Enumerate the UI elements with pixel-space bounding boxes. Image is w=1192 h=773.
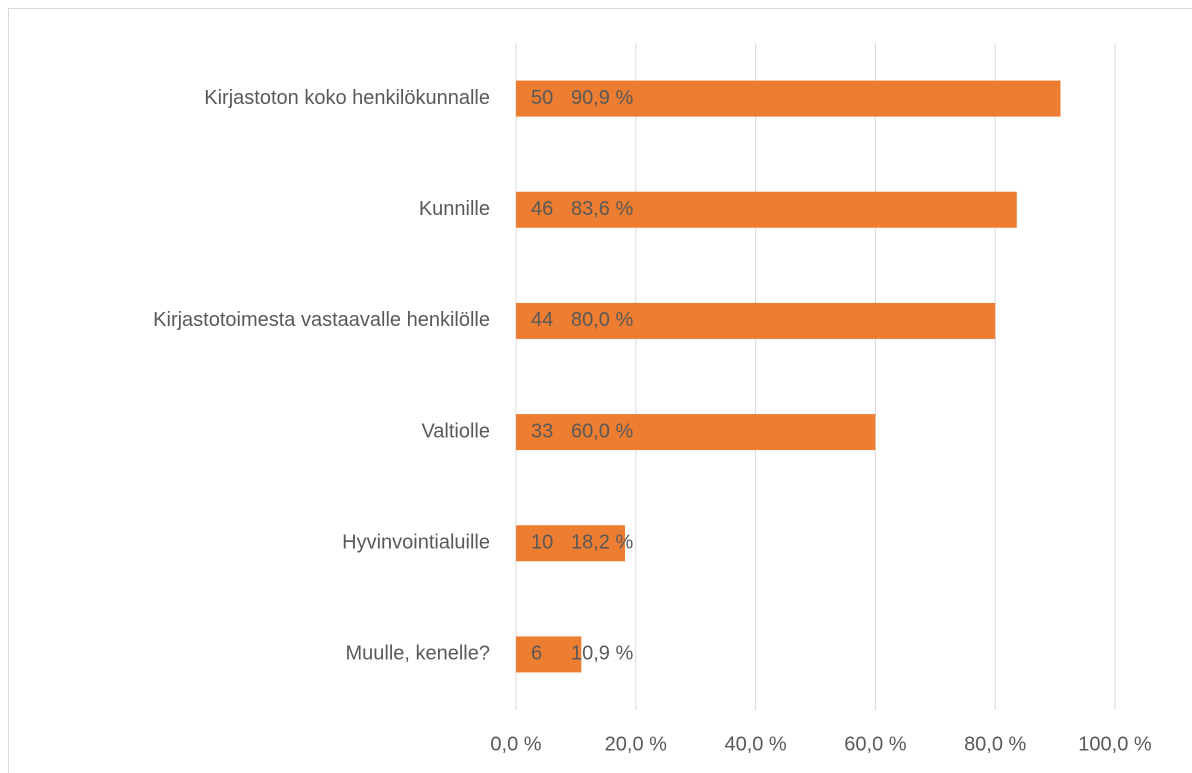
- bar: [516, 302, 996, 339]
- count-label: 6: [531, 643, 542, 665]
- value-label: 80,0 %: [571, 309, 633, 331]
- x-tick-label: 0,0 %: [490, 733, 541, 755]
- value-label: 18,2 %: [571, 532, 633, 554]
- count-label: 10: [531, 532, 553, 554]
- count-label: 46: [531, 198, 553, 220]
- x-tick-label: 60,0 %: [844, 733, 906, 755]
- bar: [516, 80, 1061, 117]
- bar: [516, 636, 582, 673]
- value-label: 10,9 %: [571, 643, 633, 665]
- x-tick-label: 40,0 %: [724, 733, 786, 755]
- value-label: 60,0 %: [571, 420, 633, 442]
- count-label: 33: [531, 420, 553, 442]
- x-tick-label: 20,0 %: [605, 733, 667, 755]
- count-label: 50: [531, 87, 553, 109]
- count-label: 44: [531, 309, 553, 331]
- bar: [516, 191, 1017, 228]
- chart-border: [8, 8, 1192, 773]
- category-label: Hyvinvointialuille: [342, 532, 490, 554]
- x-tick-label: 80,0 %: [964, 733, 1026, 755]
- x-tick-label: 100,0 %: [1078, 733, 1152, 755]
- category-label: Muulle, kenelle?: [345, 643, 490, 665]
- value-label: 90,9 %: [571, 87, 633, 109]
- category-label: Valtiolle: [421, 420, 490, 442]
- value-label: 83,6 %: [571, 198, 633, 220]
- bar: [516, 414, 876, 451]
- category-label: Kirjastoton koko henkilökunnalle: [204, 87, 490, 109]
- bar: [516, 525, 626, 562]
- category-label: Kirjastotoimesta vastaavalle henkilölle: [153, 309, 490, 331]
- category-label: Kunnille: [419, 198, 490, 220]
